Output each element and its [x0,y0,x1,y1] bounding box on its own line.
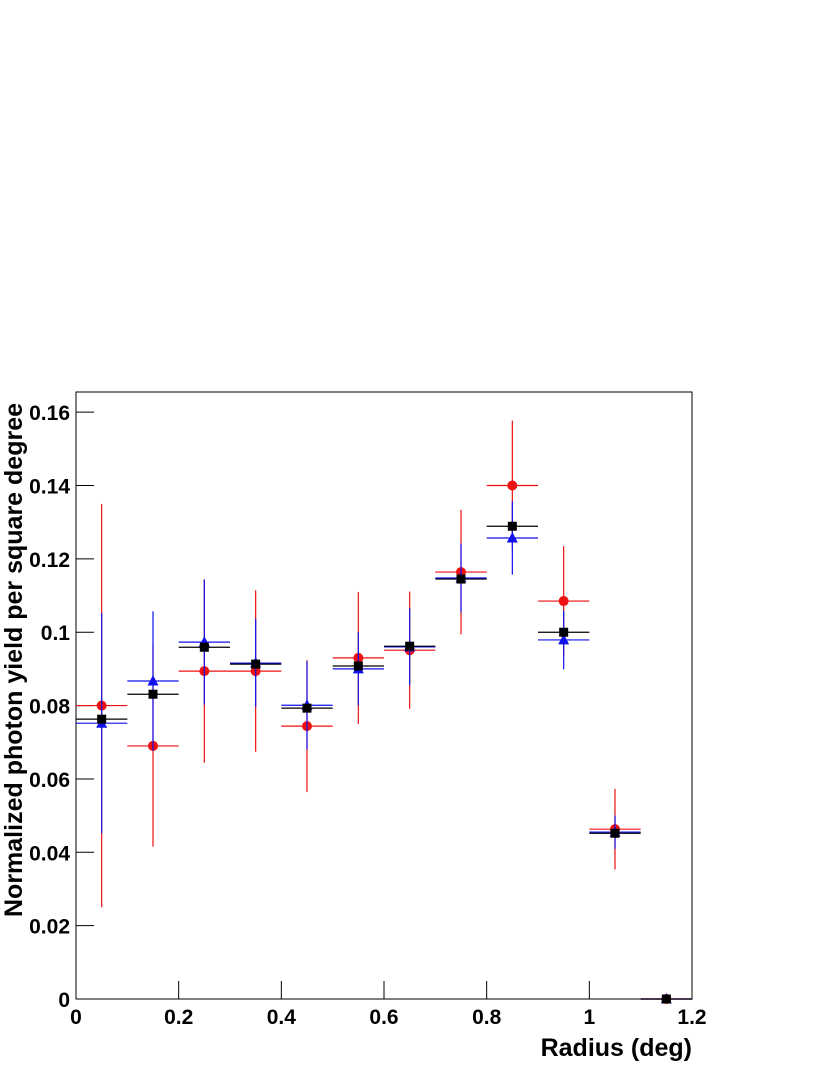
marker [507,480,518,491]
marker [148,689,158,699]
y-tick-label: 0.1 [41,622,71,645]
marker [506,531,518,543]
x-tick-label: 0.2 [164,1006,193,1029]
marker [353,661,363,671]
x-axis-title: Radius (deg) [541,1034,692,1062]
x-tick-label: 0.6 [369,1006,398,1029]
marker [456,574,466,584]
marker [199,642,209,652]
marker [661,994,671,1004]
marker [558,596,569,607]
y-tick-label: 0.16 [29,402,70,425]
marker [405,641,415,651]
x-tick-label: 0 [70,1006,82,1029]
y-tick-label: 0.14 [29,476,70,499]
marker [251,659,261,669]
x-tick-label: 1 [583,1006,595,1029]
x-tick-label: 0.4 [267,1006,297,1029]
y-tick-label: 0.02 [29,916,70,939]
x-tick-label: 1.2 [677,1006,706,1029]
y-axis-title: Normalized photon yield per square degre… [0,403,28,917]
y-tick-label: 0.04 [29,842,70,865]
marker [559,627,569,637]
y-tick-label: 0 [58,989,70,1012]
x-tick-label: 0.8 [472,1006,502,1029]
marker [302,703,312,713]
marker [507,521,517,531]
y-tick-label: 0.12 [29,549,70,572]
y-tick-label: 0.06 [29,769,70,792]
plot-frame [75,391,693,1000]
y-tick-label: 0.08 [29,696,70,719]
marker [147,675,159,686]
marker [558,633,570,645]
marker [610,828,620,838]
marker [97,714,107,724]
